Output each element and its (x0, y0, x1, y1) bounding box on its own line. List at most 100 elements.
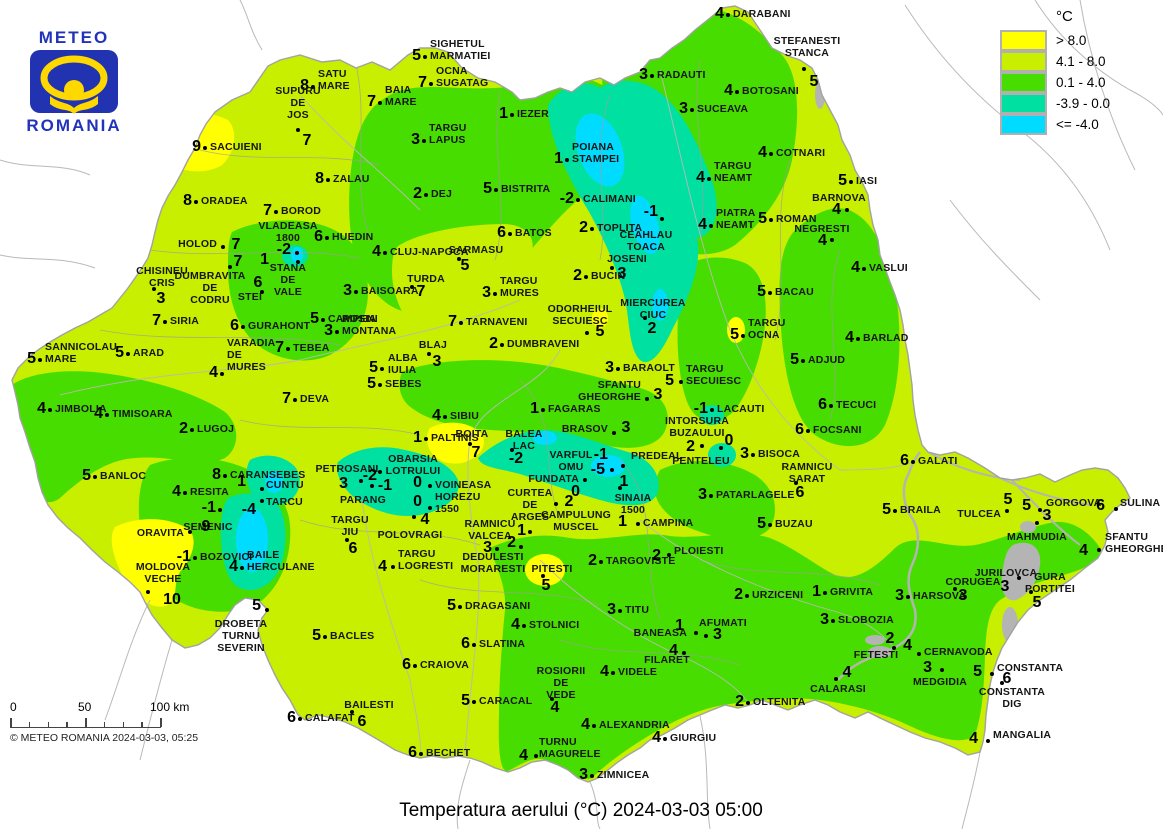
station-dot (260, 487, 264, 491)
station-temperature: 6 (402, 656, 411, 673)
station-name: PREDEAL (631, 449, 683, 462)
station-temperature: 6 (497, 224, 506, 241)
legend-item: 4.1 - 8.0 (1000, 51, 1160, 73)
station-dot (298, 717, 302, 721)
station-dot (802, 67, 806, 71)
station-name: PENTELEU (672, 454, 730, 467)
station-temperature: 2 (179, 420, 188, 437)
station-temperature: 5 (595, 323, 605, 340)
station-temperature: 3 (432, 353, 442, 370)
station-name: ADJUD (808, 353, 846, 366)
station-name: RAMNICU SARAT (781, 460, 833, 485)
station-dot (660, 217, 664, 221)
temperature-region-lightgreen-island (392, 224, 533, 343)
legend-label: > 8.0 (1056, 33, 1087, 48)
station-temperature: 4 (724, 82, 733, 99)
station-dot (428, 484, 432, 488)
scale-bar: 0 50 100 km (10, 700, 230, 728)
station-name: JIMBOLIA (55, 402, 107, 415)
station-temperature: -4 (241, 501, 256, 518)
station-dot (726, 13, 730, 17)
station-temperature: 1 (675, 617, 684, 634)
station-dot (990, 672, 994, 676)
station-name: TARGU JIU (331, 513, 369, 538)
station-name: GORGOVA (1046, 496, 1102, 509)
station-dot (378, 101, 382, 105)
station-name: TARGU MURES (500, 274, 539, 299)
station-dot (768, 523, 772, 527)
station-name: TARGU OCNA (748, 316, 786, 341)
station-temperature: 8 (212, 466, 221, 483)
station-name: BISTRITA (501, 182, 551, 195)
station-name: TOPLITA (597, 221, 643, 234)
station-temperature: 9 (192, 138, 201, 155)
station-temperature: 2 (686, 438, 695, 455)
station-name: BANLOC (100, 469, 147, 482)
station-temperature: 4 (845, 329, 854, 346)
station-name: CALARASI (810, 682, 866, 695)
station-temperature: 4 (851, 259, 860, 276)
station-name: TARGU NEAMT (714, 159, 753, 184)
station-dot (410, 285, 414, 289)
station-temperature: 7 (152, 312, 161, 329)
station-temperature: 5 (809, 73, 819, 90)
station-dot (105, 413, 109, 417)
legend-swatch (1000, 114, 1047, 135)
station-name: SEBES (385, 377, 422, 390)
station-dot (862, 267, 866, 271)
station-dot (311, 85, 315, 89)
station-name: ROSIA MONTANA (342, 312, 397, 337)
station-name: FILARET (644, 653, 690, 666)
scale-bar-ruler (10, 718, 162, 728)
station-name: PETROSANI (315, 462, 379, 475)
station-name: VOINEASA (435, 478, 492, 491)
station-name: TARCU (266, 495, 303, 508)
station-name: BARLAD (863, 331, 909, 344)
station-dot (806, 429, 810, 433)
station-name: CALAFAT (305, 711, 355, 724)
station-dot (380, 367, 384, 371)
station-name: BATOS (515, 226, 552, 239)
station-name: VARADIA DE MURES (227, 336, 276, 374)
station-dot (541, 574, 545, 578)
temperature-legend: °C > 8.0 4.1 - 8.0 0.1 - 4.0 -3.9 - 0.0 <= -… (1000, 8, 1160, 136)
scale-label-50: 50 (78, 700, 92, 714)
station-name: SEMENIC (183, 520, 233, 533)
station-temperature: 4 (37, 400, 46, 417)
station-name: MOLDOVA VECHE (135, 560, 191, 585)
station-dot (228, 265, 232, 269)
station-name: DEVA (300, 392, 330, 405)
station-dot (508, 232, 512, 236)
station-dot (694, 631, 698, 635)
station-temperature: 5 (367, 375, 376, 392)
station-dot (522, 624, 526, 628)
station-name: ORAVITA (136, 526, 184, 539)
legend-label: <= -4.0 (1056, 117, 1099, 132)
station-temperature: 4 (669, 642, 678, 659)
station-temperature: -1 (643, 203, 658, 220)
station-dot (612, 431, 616, 435)
station-dot (296, 260, 300, 264)
station-dot (1097, 548, 1101, 552)
station-temperature: 4 (818, 232, 827, 249)
legend-swatch (1000, 72, 1047, 93)
station-dot (823, 591, 827, 595)
station-name: CARANSEBES (230, 468, 306, 481)
station-name: TURDA (407, 272, 445, 285)
station-dot (709, 224, 713, 228)
station-name: TARNAVENI (466, 315, 528, 328)
station-dot (621, 464, 625, 468)
station-dot (378, 470, 382, 474)
map-title: Temperatura aerului (°C) 2024-03-03 05:0… (399, 800, 763, 821)
station-temperature: 3 (339, 475, 348, 492)
station-name: CERNAVODA (924, 645, 993, 658)
station-name: BRASOV (561, 422, 608, 435)
station-temperature: 1 (413, 429, 422, 446)
station-name: DUMBRAVENI (507, 337, 580, 350)
station-name: BARNOVA (812, 191, 866, 204)
station-temperature: 2 (734, 586, 743, 603)
station-temperature: 7 (231, 236, 241, 253)
station-name: RAMNICU VALCEA (464, 517, 516, 542)
station-dot (510, 448, 514, 452)
station-dot (1029, 590, 1033, 594)
